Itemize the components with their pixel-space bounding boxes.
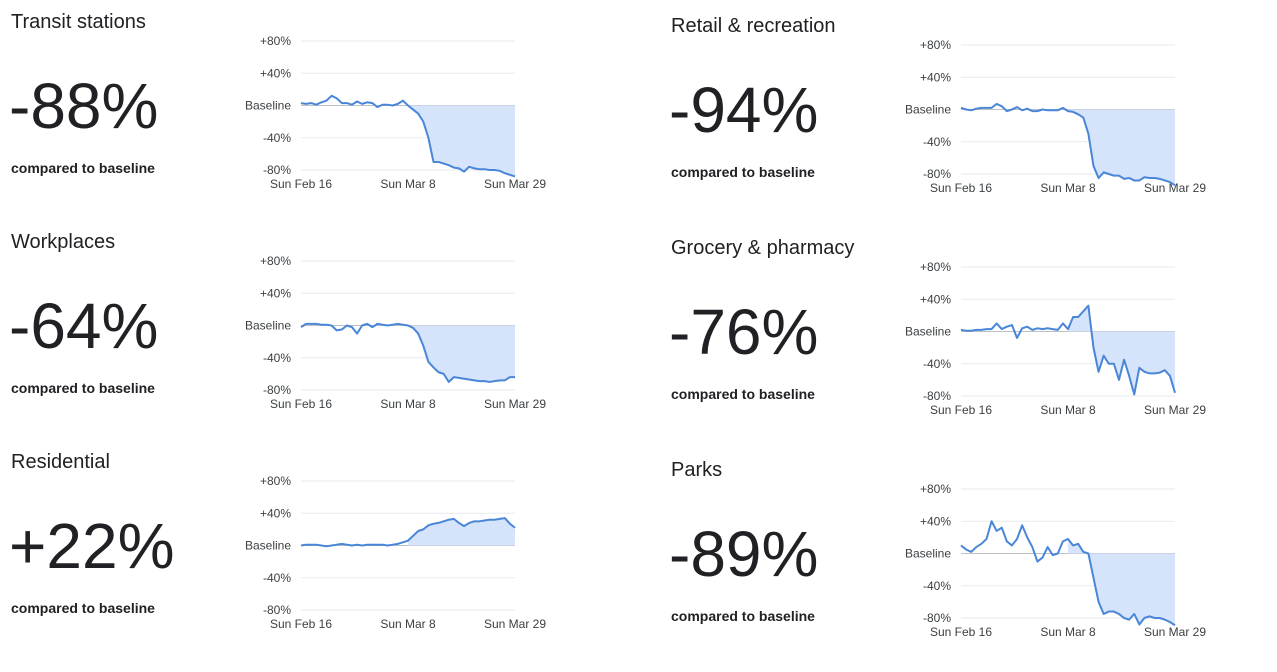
headline-value: -88% [9,70,158,142]
shaded-area [1068,109,1175,186]
x-tick-label: Sun Mar 29 [1144,181,1206,195]
caption: compared to baseline [671,164,815,180]
y-tick-label: +80% [920,260,951,274]
y-tick-label: +80% [920,38,951,52]
y-tick-label: Baseline [245,319,291,333]
x-tick-label: Sun Mar 29 [484,397,546,411]
y-tick-label: -80% [263,163,291,177]
y-tick-label: -40% [263,571,291,585]
panel-title: Residential [11,451,110,473]
y-tick-label: Baseline [905,547,951,561]
x-tick-label: Sun Mar 8 [1040,403,1096,417]
shaded-area [1068,538,1175,626]
x-tick-label: Sun Mar 29 [1144,403,1206,417]
trend-line [300,517,516,548]
x-tick-label: Sun Mar 29 [484,177,546,191]
panel-title: Retail & recreation [671,15,836,37]
y-tick-label: -80% [923,611,951,625]
x-tick-label: Sun Feb 16 [270,397,332,411]
y-tick-label: +80% [920,482,951,496]
y-tick-label: -80% [263,383,291,397]
x-tick-label: Sun Mar 8 [380,617,436,631]
y-tick-label: -40% [923,135,951,149]
x-tick-label: Sun Feb 16 [270,177,332,191]
y-tick-label: +80% [260,34,291,48]
y-tick-label: -40% [263,131,291,145]
caption: compared to baseline [671,608,815,624]
x-tick-label: Sun Mar 29 [484,617,546,631]
headline-value: +22% [9,510,174,582]
headline-value: -89% [669,518,818,590]
y-tick-label: Baseline [245,539,291,553]
y-tick-label: +80% [260,254,291,268]
x-tick-label: Sun Mar 8 [1040,181,1096,195]
panel-title: Parks [671,459,722,481]
y-tick-label: -80% [263,603,291,617]
y-tick-label: Baseline [245,99,291,113]
shaded-area [408,518,515,546]
shaded-area [408,325,515,382]
y-tick-label: +40% [920,70,951,84]
y-tick-label: Baseline [905,325,951,339]
y-tick-label: +40% [260,66,291,80]
panel-title: Transit stations [11,11,146,33]
x-tick-label: Sun Mar 8 [380,177,436,191]
x-tick-label: Sun Feb 16 [930,181,992,195]
y-tick-label: +40% [920,514,951,528]
panel-title: Grocery & pharmacy [671,237,854,259]
x-tick-label: Sun Mar 8 [1040,625,1096,639]
x-tick-label: Sun Feb 16 [930,403,992,417]
x-tick-label: Sun Mar 29 [1144,625,1206,639]
shaded-area [408,105,515,177]
shaded-area [1068,305,1175,395]
x-tick-label: Sun Mar 8 [380,397,436,411]
caption: compared to baseline [671,386,815,402]
trend-line [960,304,1176,396]
y-tick-label: -40% [263,351,291,365]
y-tick-label: +40% [920,292,951,306]
y-tick-label: -80% [923,167,951,181]
caption: compared to baseline [11,600,155,616]
y-tick-label: +40% [260,506,291,520]
y-tick-label: +40% [260,286,291,300]
y-tick-label: -40% [923,357,951,371]
trend-line [300,94,516,178]
panel-title: Workplaces [11,231,115,253]
headline-value: -94% [669,74,818,146]
y-tick-label: +80% [260,474,291,488]
x-tick-label: Sun Feb 16 [930,625,992,639]
y-tick-label: -40% [923,579,951,593]
headline-value: -64% [9,290,158,362]
y-tick-label: Baseline [905,103,951,117]
x-tick-label: Sun Feb 16 [270,617,332,631]
caption: compared to baseline [11,160,155,176]
trend-line [960,102,1176,187]
caption: compared to baseline [11,380,155,396]
trend-line [300,322,515,383]
y-tick-label: -80% [923,389,951,403]
headline-value: -76% [669,296,818,368]
trend-line [960,520,1176,627]
